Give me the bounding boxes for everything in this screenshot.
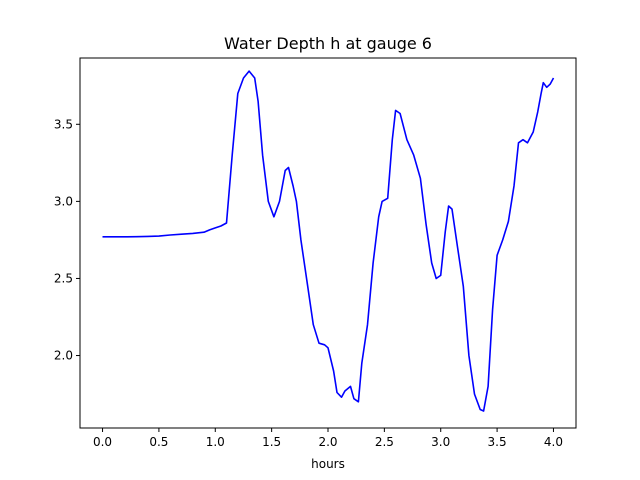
y-tick-label: 3.5	[54, 117, 73, 131]
x-tick-label: 2.0	[318, 435, 337, 449]
y-axis-ticks: 2.0 2.5 3.0 3.5	[54, 117, 80, 363]
series-line	[102, 70, 555, 412]
chart-title: Water Depth h at gauge 6	[224, 34, 432, 53]
y-tick-label: 2.0	[54, 349, 73, 363]
x-tick-label: 0.0	[93, 435, 112, 449]
x-tick-label: 1.0	[206, 435, 225, 449]
axes-frame	[79, 57, 577, 429]
plot-area	[102, 70, 555, 412]
x-tick-label: 4.0	[544, 435, 563, 449]
x-tick-label: 3.5	[488, 435, 507, 449]
x-tick-label: 0.5	[149, 435, 168, 449]
x-tick-label: 1.5	[262, 435, 281, 449]
y-tick-label: 3.0	[54, 194, 73, 208]
x-axis-label: hours	[311, 457, 345, 471]
y-tick-label: 2.5	[54, 271, 73, 285]
x-axis-ticks: 0.0 0.5 1.0 1.5 2.0 2.5 3.0 3.5 4.0	[93, 428, 563, 449]
x-tick-label: 3.0	[431, 435, 450, 449]
x-tick-label: 2.5	[375, 435, 394, 449]
